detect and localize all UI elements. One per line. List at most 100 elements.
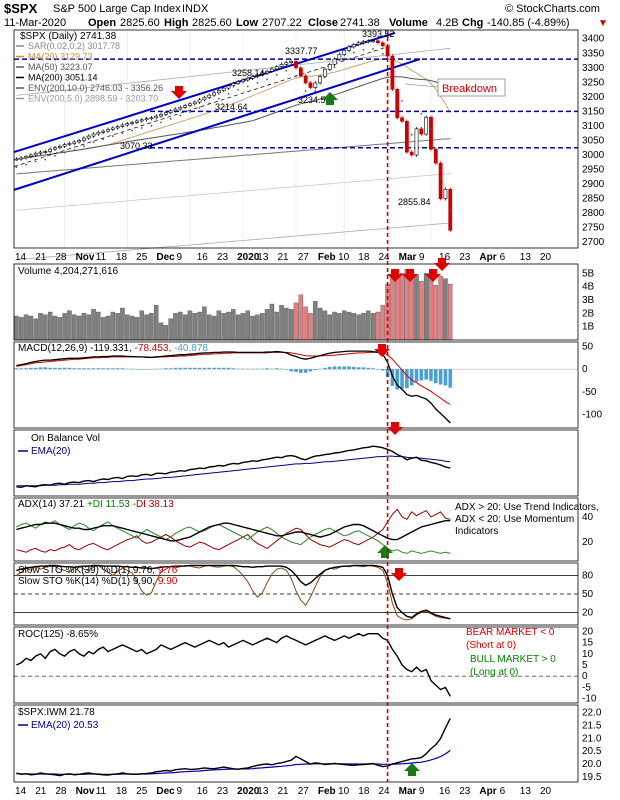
x-tick-label: 28 [55,786,67,797]
histogram-bar [86,368,91,370]
histogram-bar [135,369,139,370]
histogram-bar [29,367,33,370]
volume-bar [337,313,342,341]
volume-bar [134,317,140,341]
y-tick-label: 2900 [582,179,605,190]
volume-bar [115,313,120,341]
sar-dot [102,138,105,141]
candle [342,50,347,55]
y-tick-label: 50 [582,589,594,600]
y-tick-label: 3350 [582,48,605,59]
volume-bar [100,317,106,341]
histogram-bar [395,369,400,390]
roc-note: (Short at 0) [466,640,516,651]
histogram-bar [139,369,144,370]
volume-bar [390,278,395,341]
candle [356,42,361,45]
y-tick-label: 3300 [582,63,605,74]
volume-bar [264,309,270,341]
panel-frame [13,626,579,704]
volume-bar [149,313,154,341]
histogram-bar [14,368,19,370]
volume-bar [144,314,149,341]
x-tick-label: 9 [419,252,425,263]
candle [347,46,351,51]
candle [303,75,308,84]
y-tick-label: 10 [582,649,594,660]
volume-bar [67,310,72,341]
sar-dot [304,90,307,92]
legend-line: ROC(125) -8.65% [18,629,98,640]
histogram-bar [53,367,57,370]
histogram-bar [231,368,236,370]
volume-bar [279,305,284,341]
histogram-bar [270,368,274,370]
ratio-line [16,717,451,777]
histogram-bar [48,367,52,370]
volume-bar [76,315,82,341]
chg-label: Chg [462,17,483,29]
histogram-bar [192,367,197,370]
candle [404,120,409,153]
histogram-bar [207,367,212,370]
candle [327,63,332,70]
up-arrow-icon [404,763,420,776]
y-tick-label: 3050 [582,135,605,146]
stoch-14-line [16,564,451,621]
histogram-bar [77,368,81,370]
candle [202,97,207,101]
volume-bar [86,314,91,341]
volume-bar [105,315,111,341]
volume-bar [361,313,366,341]
roc-note: (Long at 0) [470,667,518,678]
histogram-bar [308,369,313,372]
legend-entry: MACD(12,26,9) -119.331, [18,343,135,354]
adx-line [16,520,451,542]
candle [265,70,269,74]
obv-panel: On Balance Vol EMA(20) [13,422,579,497]
down-arrow-icon [387,422,403,435]
x-tick-label: 23 [217,252,229,263]
histogram-bar [168,368,173,370]
histogram-bar [154,368,159,370]
histogram-bar [255,368,260,370]
sar-dot [217,97,220,100]
sar-dot [256,82,259,84]
candle [424,116,429,135]
volume-bar [72,314,77,341]
volume-bar [274,311,279,341]
histogram-bar [212,367,216,370]
obv-line [16,445,451,489]
x-tick-label: Nov [76,252,95,263]
volume-bar [380,305,386,341]
legend-line: ADX(14) 37.21 +DI 11.53 -DI 38.13 [18,499,174,510]
histogram-bar [125,368,130,370]
legend-line: Slow STO %K(39) %D(1) 9.76, 9.76 [18,565,178,576]
chg-value: -140.85 (-4.89%) [487,17,570,29]
panel-frame [13,497,579,562]
x-tick-label: 14 [15,252,27,263]
candle [380,42,385,46]
histogram-bar [376,369,380,370]
y-tick-label: 3250 [582,77,605,88]
histogram-bar [164,368,168,370]
sar-dot [131,129,134,132]
histogram-bar [120,368,125,370]
x-tick-label: 13 [520,786,532,797]
volume-bar [211,315,217,341]
volume-bar [197,311,202,341]
histogram-bar [19,368,24,370]
stochastics-panel: 80 50 20 Slow STO %K(39) %D(1) 9.76, 9.76Sl… [13,562,594,626]
x-tick-label: 18 [358,786,370,797]
volume-bar [375,311,381,341]
candle [72,141,77,144]
candle [390,55,395,90]
plus-di-line [16,520,451,554]
y-tick-label: 3150 [582,106,605,117]
legend-entry: SAR(0.02,0.2) 3017.78 [28,41,120,51]
histogram-bar [24,368,28,370]
price-annotation: 3234.5 [298,95,326,105]
histogram-bar [337,366,342,370]
sar-dot [208,102,211,105]
